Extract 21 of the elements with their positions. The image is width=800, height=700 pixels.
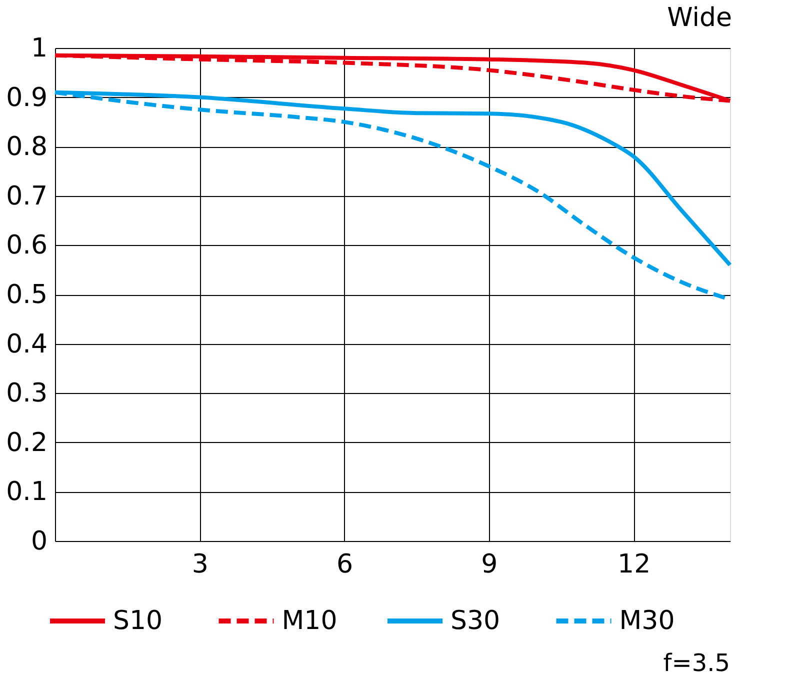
y-tick-label: 0.9 [6,82,48,113]
x-tick-label: 6 [336,550,354,580]
x-tick-label: 12 [618,550,651,580]
y-tick-label: 1 [30,34,48,64]
y-tick-label: 0.1 [6,477,48,508]
y-tick-label: 0.5 [6,280,48,310]
text: f=3.5 [663,649,730,677]
y-tick-label: 0.8 [6,132,48,162]
y-tick-label: 0 [30,526,48,556]
chart-title: Wide [667,3,732,33]
legend-label: M10 [282,606,338,636]
y-tick-label: 0.7 [6,181,48,212]
y-tick-label: 0.6 [6,230,48,261]
x-tick-label: 9 [481,550,498,580]
y-tick-label: 0.3 [6,378,48,409]
y-tick-label: 0.2 [6,428,48,458]
legend-label: M30 [619,606,675,636]
legend-label: S30 [450,606,500,636]
legend-label: S10 [113,606,163,636]
y-tick-label: 0.4 [6,329,48,360]
x-tick-label: 3 [192,550,208,580]
